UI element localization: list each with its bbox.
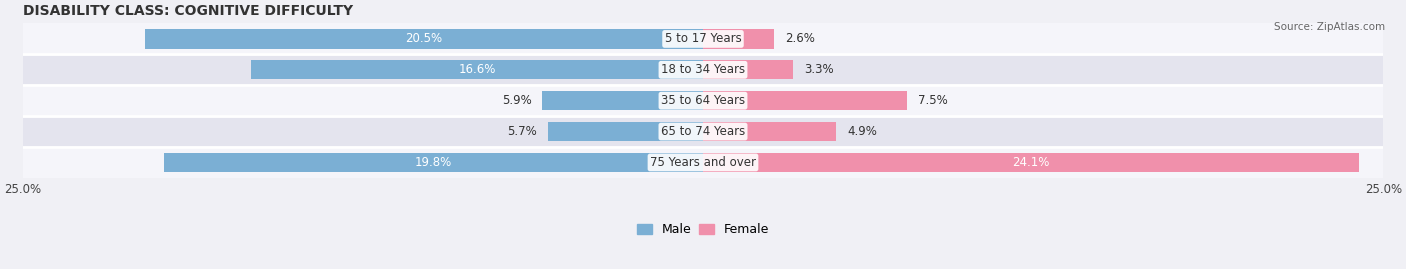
Bar: [145, 29, 703, 48]
Text: 5.7%: 5.7%: [508, 125, 537, 138]
Text: 4.9%: 4.9%: [848, 125, 877, 138]
Text: 65 to 74 Years: 65 to 74 Years: [661, 125, 745, 138]
Text: 24.1%: 24.1%: [1012, 156, 1049, 169]
Bar: [22, 147, 1384, 178]
Text: 2.6%: 2.6%: [785, 33, 814, 45]
Bar: [22, 85, 1384, 116]
Bar: [165, 153, 703, 172]
Text: 3.3%: 3.3%: [804, 63, 834, 76]
Text: 18 to 34 Years: 18 to 34 Years: [661, 63, 745, 76]
Bar: [22, 116, 1384, 147]
Text: 7.5%: 7.5%: [918, 94, 948, 107]
Bar: [703, 29, 773, 48]
Text: 35 to 64 Years: 35 to 64 Years: [661, 94, 745, 107]
Bar: [703, 91, 907, 110]
Text: 5 to 17 Years: 5 to 17 Years: [665, 33, 741, 45]
Bar: [252, 60, 703, 79]
Legend: Male, Female: Male, Female: [631, 218, 775, 241]
Bar: [548, 122, 703, 141]
Bar: [703, 153, 1358, 172]
Text: 75 Years and over: 75 Years and over: [650, 156, 756, 169]
Text: Source: ZipAtlas.com: Source: ZipAtlas.com: [1274, 22, 1385, 31]
Bar: [22, 23, 1384, 54]
Bar: [543, 91, 703, 110]
Bar: [703, 122, 837, 141]
Bar: [703, 60, 793, 79]
Text: DISABILITY CLASS: COGNITIVE DIFFICULTY: DISABILITY CLASS: COGNITIVE DIFFICULTY: [22, 4, 353, 18]
Text: 20.5%: 20.5%: [405, 33, 443, 45]
Bar: [22, 54, 1384, 85]
Text: 5.9%: 5.9%: [502, 94, 531, 107]
Text: 16.6%: 16.6%: [458, 63, 496, 76]
Text: 19.8%: 19.8%: [415, 156, 453, 169]
